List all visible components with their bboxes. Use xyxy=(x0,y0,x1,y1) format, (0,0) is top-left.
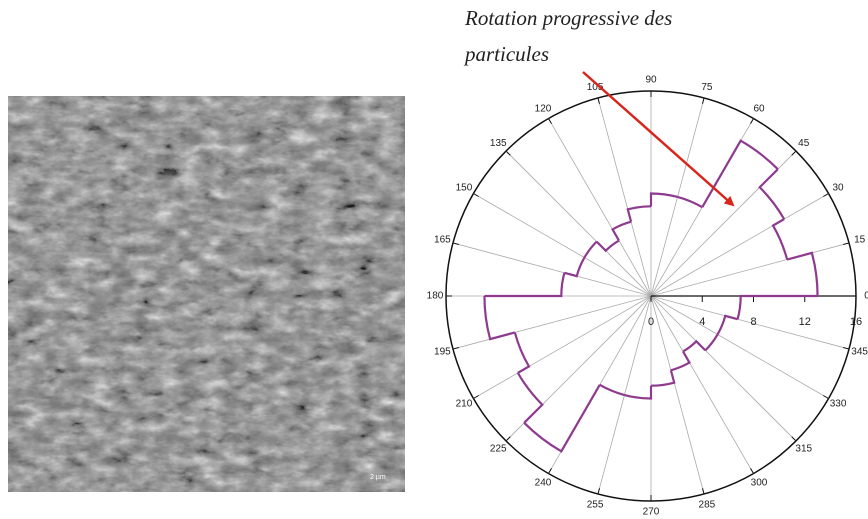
annotation: Rotation progressive des xyxy=(464,6,672,30)
grid-line xyxy=(473,193,652,297)
theta-tick xyxy=(548,468,552,474)
theta-tick-label: 135 xyxy=(490,138,507,149)
r-tick-label: 12 xyxy=(799,316,811,328)
rose-segment xyxy=(677,195,703,209)
theta-tick-label: 180 xyxy=(427,291,444,302)
theta-tick-label: 300 xyxy=(751,478,768,489)
rose-segment xyxy=(564,257,586,278)
theta-tick-label: 195 xyxy=(434,347,451,358)
grid-line xyxy=(650,295,797,442)
theta-tick xyxy=(791,436,797,442)
theta-tick xyxy=(843,242,850,245)
theta-tick xyxy=(750,468,754,474)
rose-segment xyxy=(758,168,786,220)
rose-segment xyxy=(513,332,531,374)
rose-segment xyxy=(716,314,738,335)
grid-line xyxy=(650,295,705,495)
theta-tick xyxy=(505,150,511,156)
rose-segment xyxy=(704,333,719,352)
r-tick-label: 16 xyxy=(850,316,862,328)
rose-segment xyxy=(583,240,598,259)
rose-segment xyxy=(595,239,620,253)
rose-segment xyxy=(483,295,516,341)
theta-tick-label: 150 xyxy=(456,183,473,194)
theta-tick-label: 225 xyxy=(490,443,507,454)
rose-segment xyxy=(611,220,632,242)
theta-tick-label: 0 xyxy=(864,291,868,302)
grid-line xyxy=(650,242,850,297)
rose-segment xyxy=(736,294,818,320)
grid-line xyxy=(650,295,850,350)
theta-tick xyxy=(505,436,511,442)
r-tick-label: 0 xyxy=(648,316,654,328)
scale-label: 2 µm xyxy=(370,474,386,481)
theta-tick xyxy=(452,242,459,245)
rose-segment xyxy=(771,218,789,260)
theta-tick-label: 345 xyxy=(851,347,868,358)
theta-tick-label: 315 xyxy=(795,443,812,454)
annotation: particules xyxy=(463,42,549,66)
rose-segment xyxy=(624,385,653,400)
grid-line xyxy=(650,295,829,399)
grid-line xyxy=(452,295,652,350)
theta-tick xyxy=(597,488,600,495)
theta-tick xyxy=(843,347,850,350)
grid-line xyxy=(452,242,652,297)
theta-tick-label: 210 xyxy=(456,399,473,410)
theta-tick-label: 90 xyxy=(645,75,657,86)
theta-tick-label: 105 xyxy=(587,82,604,93)
theta-tick-label: 120 xyxy=(535,104,552,115)
rose-segment xyxy=(649,192,678,207)
grid-line xyxy=(548,118,652,297)
annotation-arrow xyxy=(582,71,735,207)
theta-tick xyxy=(702,488,705,495)
rose-segment xyxy=(650,369,676,387)
theta-tick-label: 270 xyxy=(643,507,660,518)
theta-tick-label: 15 xyxy=(854,235,866,246)
sem-texture xyxy=(8,96,405,492)
rose-segment xyxy=(523,384,601,453)
rose-segment xyxy=(484,272,566,298)
theta-tick-label: 285 xyxy=(699,499,716,510)
theta-tick xyxy=(548,118,552,124)
theta-tick xyxy=(473,395,479,399)
grid-line xyxy=(505,150,652,297)
theta-tick xyxy=(823,395,829,399)
rose-segment xyxy=(516,372,544,424)
rose-diagram: 0153045607590105120135150165180195210225… xyxy=(427,75,868,518)
rose-segment xyxy=(786,251,819,297)
r-tick-label: 4 xyxy=(699,316,705,328)
theta-tick-label: 330 xyxy=(830,399,847,410)
theta-tick xyxy=(791,150,797,156)
theta-tick xyxy=(452,347,459,350)
r-tick-label: 8 xyxy=(750,316,756,328)
grid-line xyxy=(650,193,829,297)
theta-tick-label: 255 xyxy=(587,499,604,510)
theta-tick-label: 30 xyxy=(832,183,844,194)
grid-line xyxy=(650,295,754,474)
theta-tick-label: 165 xyxy=(434,235,451,246)
rose-segment xyxy=(682,339,707,353)
rose-segment xyxy=(599,383,625,397)
theta-tick xyxy=(702,97,705,104)
theta-tick xyxy=(597,97,600,104)
theta-tick xyxy=(473,193,479,197)
grid-line xyxy=(597,97,652,297)
theta-tick-label: 60 xyxy=(753,104,765,115)
rose-segment xyxy=(701,139,779,208)
theta-tick xyxy=(750,118,754,124)
theta-tick-label: 75 xyxy=(701,82,713,93)
theta-tick-label: 240 xyxy=(535,478,552,489)
rose-segment xyxy=(626,205,652,223)
rose-segment xyxy=(670,350,691,372)
grid-line xyxy=(473,295,652,399)
theta-tick-label: 45 xyxy=(798,138,810,149)
theta-tick xyxy=(823,193,829,197)
